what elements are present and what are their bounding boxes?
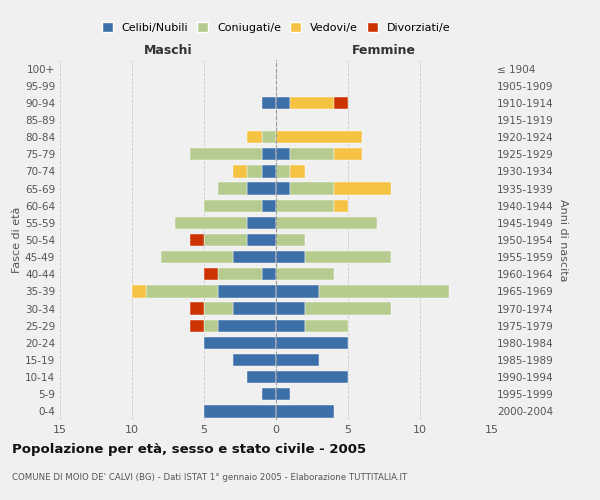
Bar	[276, 96, 290, 109]
Bar	[204, 320, 218, 332]
Bar	[146, 286, 218, 298]
Bar	[276, 371, 348, 384]
Bar	[204, 406, 276, 417]
Bar	[247, 131, 262, 143]
Bar	[290, 96, 334, 109]
Bar	[204, 234, 247, 246]
Bar	[262, 96, 276, 109]
Bar	[233, 166, 247, 177]
Bar	[276, 234, 305, 246]
Bar	[276, 336, 348, 349]
Text: Popolazione per età, sesso e stato civile - 2005: Popolazione per età, sesso e stato civil…	[12, 442, 366, 456]
Bar	[204, 336, 276, 349]
Bar	[190, 148, 262, 160]
Bar	[233, 302, 276, 314]
Bar	[204, 200, 262, 212]
Bar	[247, 234, 276, 246]
Bar	[175, 216, 247, 229]
Bar	[247, 182, 276, 194]
Y-axis label: Fasce di età: Fasce di età	[12, 207, 22, 273]
Bar	[218, 320, 276, 332]
Bar	[276, 302, 305, 314]
Bar	[276, 406, 334, 417]
Bar	[276, 200, 334, 212]
Bar	[276, 148, 290, 160]
Bar	[218, 268, 262, 280]
Bar	[204, 268, 218, 280]
Bar	[276, 182, 290, 194]
Text: Femmine: Femmine	[352, 44, 416, 57]
Bar	[334, 200, 348, 212]
Bar	[276, 286, 319, 298]
Text: COMUNE DI MOIO DE' CALVI (BG) - Dati ISTAT 1° gennaio 2005 - Elaborazione TUTTIT: COMUNE DI MOIO DE' CALVI (BG) - Dati IST…	[12, 472, 407, 482]
Bar	[305, 320, 348, 332]
Bar	[132, 286, 146, 298]
Bar	[262, 166, 276, 177]
Bar	[190, 320, 204, 332]
Bar	[276, 251, 305, 264]
Bar	[290, 166, 305, 177]
Bar	[262, 200, 276, 212]
Bar	[290, 148, 334, 160]
Bar	[290, 182, 334, 194]
Bar	[262, 388, 276, 400]
Bar	[319, 286, 449, 298]
Bar	[247, 166, 262, 177]
Bar	[190, 234, 204, 246]
Bar	[190, 302, 204, 314]
Bar	[262, 131, 276, 143]
Bar	[305, 302, 391, 314]
Legend: Celibi/Nubili, Coniugati/e, Vedovi/e, Divorziati/e: Celibi/Nubili, Coniugati/e, Vedovi/e, Di…	[101, 22, 451, 33]
Bar	[204, 302, 233, 314]
Bar	[334, 182, 391, 194]
Bar	[262, 148, 276, 160]
Bar	[262, 268, 276, 280]
Bar	[276, 268, 334, 280]
Bar	[247, 216, 276, 229]
Bar	[276, 216, 377, 229]
Y-axis label: Anni di nascita: Anni di nascita	[557, 198, 568, 281]
Bar	[218, 182, 247, 194]
Bar	[161, 251, 233, 264]
Bar	[334, 148, 362, 160]
Bar	[276, 131, 362, 143]
Bar	[276, 166, 290, 177]
Bar	[276, 388, 290, 400]
Bar	[305, 251, 391, 264]
Bar	[276, 354, 319, 366]
Bar	[218, 286, 276, 298]
Bar	[247, 371, 276, 384]
Bar	[276, 320, 305, 332]
Text: Maschi: Maschi	[143, 44, 193, 57]
Bar	[233, 251, 276, 264]
Bar	[233, 354, 276, 366]
Bar	[334, 96, 348, 109]
